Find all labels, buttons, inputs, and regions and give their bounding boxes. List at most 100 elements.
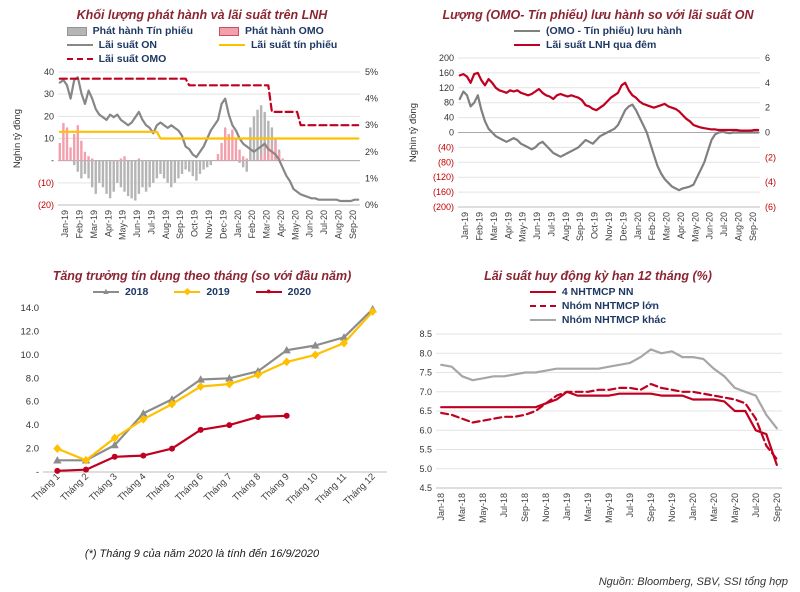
- svg-text:Jul-20: Jul-20: [751, 493, 761, 518]
- svg-text:(6): (6): [765, 202, 776, 212]
- chart-title: Khối lượng phát hành và lãi suất trên LN…: [76, 8, 328, 22]
- svg-text:May-19: May-19: [604, 493, 614, 523]
- svg-text:5.5: 5.5: [419, 445, 432, 455]
- legend-label: Lãi suất tín phiếu: [251, 39, 338, 51]
- svg-text:Jun-20: Jun-20: [705, 212, 715, 240]
- svg-text:2: 2: [765, 103, 770, 113]
- svg-text:30: 30: [44, 89, 54, 99]
- svg-text:4%: 4%: [365, 94, 378, 104]
- legend-line-swatch: [529, 291, 556, 293]
- legend-label: Nhóm NHTMCP lớn: [561, 300, 659, 312]
- legend-label: Lãi suất ON: [98, 39, 158, 51]
- svg-text:0: 0: [449, 128, 454, 138]
- svg-text:Sep-19: Sep-19: [646, 493, 656, 522]
- svg-text:Nghìn tỷ đồng: Nghìn tỷ đồng: [12, 109, 23, 168]
- svg-text:6.0: 6.0: [419, 425, 432, 435]
- svg-text:Jan-19: Jan-19: [562, 493, 572, 521]
- legend-item: Lãi suất OMO: [66, 53, 193, 65]
- svg-text:Jan-20: Jan-20: [688, 493, 698, 521]
- svg-text:7.5: 7.5: [419, 368, 432, 378]
- legend-item: ● 2020: [255, 286, 311, 298]
- legend-line-swatch: [514, 30, 541, 32]
- svg-text:4.5: 4.5: [419, 483, 432, 493]
- legend: 4 NHTMCP NN Nhóm NHTMCP lớn Nhóm NHTMCP kh…: [529, 286, 667, 326]
- svg-text:4.0: 4.0: [26, 420, 39, 431]
- legend-item: (OMO - Tín phiếu) lưu hành: [514, 25, 682, 37]
- svg-text:Apr-19: Apr-19: [503, 212, 513, 239]
- svg-text:2.0: 2.0: [26, 444, 39, 455]
- svg-text:1%: 1%: [365, 173, 378, 183]
- svg-text:May-20: May-20: [730, 493, 740, 523]
- svg-text:Sep-20: Sep-20: [772, 493, 782, 522]
- svg-text:Tháng 3: Tháng 3: [87, 471, 119, 503]
- svg-text:6.5: 6.5: [419, 406, 432, 416]
- svg-text:3%: 3%: [365, 120, 378, 130]
- svg-text:0%: 0%: [365, 200, 378, 210]
- svg-text:Mar-19: Mar-19: [489, 212, 499, 241]
- svg-text:Jun-19: Jun-19: [132, 210, 142, 238]
- svg-text:Sep-19: Sep-19: [575, 212, 585, 241]
- legend-bar-swatch: [66, 26, 87, 36]
- legend-label: 2019: [206, 286, 230, 298]
- svg-text:Mar-20: Mar-20: [662, 212, 672, 241]
- svg-text:160: 160: [439, 68, 454, 78]
- svg-text:Feb-20: Feb-20: [247, 210, 257, 239]
- svg-text:Tháng 2: Tháng 2: [59, 471, 91, 503]
- legend-label: Phát hành Tín phiếu: [92, 25, 193, 37]
- svg-text:Apr-20: Apr-20: [276, 210, 286, 237]
- svg-text:Feb-19: Feb-19: [75, 210, 85, 239]
- svg-text:Mar-18: Mar-18: [457, 493, 467, 522]
- svg-text:0: 0: [765, 128, 770, 138]
- svg-text:May-19: May-19: [118, 210, 128, 240]
- svg-text:(40): (40): [438, 142, 454, 152]
- svg-text:Sep-20: Sep-20: [748, 212, 758, 241]
- svg-text:Tháng 6: Tháng 6: [173, 471, 205, 503]
- legend-line-swatch: ▲: [92, 287, 119, 296]
- legend: (OMO - Tín phiếu) lưu hành Lãi suất LNH q…: [514, 25, 682, 51]
- chart-credit-growth-by-month: Tăng trưởng tín dụng theo tháng (so với …: [8, 267, 396, 560]
- svg-text:10.0: 10.0: [21, 350, 40, 361]
- svg-text:Jan-18: Jan-18: [436, 493, 446, 521]
- svg-text:(20): (20): [38, 200, 54, 210]
- svg-text:Jul-19: Jul-19: [146, 210, 156, 235]
- svg-text:Feb-20: Feb-20: [647, 212, 657, 241]
- svg-text:Nov-19: Nov-19: [204, 210, 214, 239]
- charts-grid: Khối lượng phát hành và lãi suất trên LN…: [8, 6, 792, 560]
- svg-text:Aug-19: Aug-19: [161, 210, 171, 239]
- chart-omo-tbill-outstanding-vs-on-rate: Lượng (OMO- Tín phiếu) lưu hành so với l…: [404, 6, 792, 263]
- legend-marker-icon: ▲: [101, 286, 111, 296]
- legend-item: Nhóm NHTMCP lớn: [529, 300, 666, 312]
- svg-text:Oct-19: Oct-19: [190, 210, 200, 237]
- svg-text:Jul-19: Jul-19: [546, 212, 556, 237]
- svg-text:May-19: May-19: [518, 212, 528, 242]
- legend-label: Nhóm NHTMCP khác: [561, 314, 667, 326]
- svg-text:Aug-20: Aug-20: [333, 210, 343, 239]
- svg-text:Tháng 5: Tháng 5: [145, 471, 177, 503]
- svg-text:8.5: 8.5: [419, 329, 432, 339]
- svg-text:Jan-19: Jan-19: [60, 210, 70, 238]
- legend-line-swatch: [66, 44, 93, 46]
- legend-marker-icon: ●: [265, 286, 272, 296]
- chart-12m-deposit-rates: Lãi suất huy động kỳ hạn 12 tháng (%) 4 …: [404, 267, 792, 560]
- svg-text:Nov-19: Nov-19: [604, 212, 614, 241]
- svg-text:4: 4: [765, 78, 770, 88]
- legend-line-swatch: [529, 319, 556, 321]
- svg-text:Tháng 4: Tháng 4: [116, 471, 148, 503]
- legend-label: Lãi suất LNH qua đêm: [546, 39, 657, 51]
- svg-text:2%: 2%: [365, 147, 378, 157]
- svg-text:5.0: 5.0: [419, 464, 432, 474]
- svg-text:Feb-19: Feb-19: [475, 212, 485, 241]
- svg-text:10: 10: [44, 134, 54, 144]
- svg-text:7.0: 7.0: [419, 387, 432, 397]
- svg-text:Jul-20: Jul-20: [719, 212, 729, 237]
- svg-text:12.0: 12.0: [21, 326, 40, 337]
- svg-text:Sep-19: Sep-19: [175, 210, 185, 239]
- deposit-rates-plot: 8.5 8.0 7.5 7.0 6.5 6.0 5.5 5.0 4.5 Jan-18 Mar-18 M…: [419, 329, 782, 523]
- legend-item: Nhóm NHTMCP khác: [529, 314, 667, 326]
- legend-line-swatch: [66, 58, 93, 60]
- legend-item: Lãi suất ON: [66, 39, 193, 51]
- svg-text:(2): (2): [765, 152, 776, 162]
- legend-marker-icon: ◆: [183, 286, 191, 296]
- svg-text:-: -: [51, 156, 54, 166]
